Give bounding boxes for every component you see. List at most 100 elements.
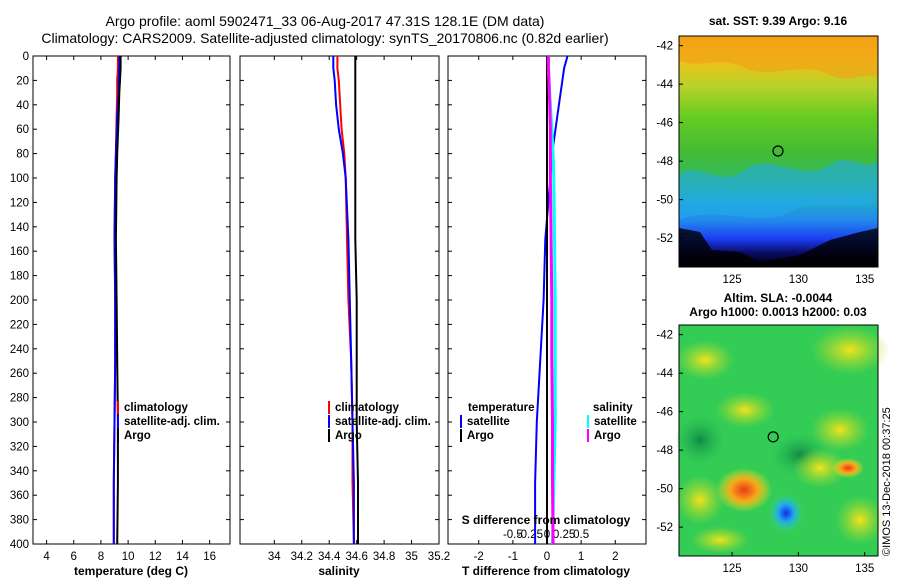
x-tick-label: 4 bbox=[43, 551, 50, 563]
map-y-tick-label: -50 bbox=[656, 195, 673, 207]
x-tick-label: 8 bbox=[98, 551, 104, 563]
s-tick-label: 0.5 bbox=[573, 529, 589, 541]
map-y-tick-label: -46 bbox=[656, 407, 673, 419]
legend-label-argo: Argo bbox=[124, 430, 151, 442]
sla-blob bbox=[810, 325, 890, 375]
salinity-panel: 34 34.2 34.4 34.6 34.8 35 35.2 bbox=[239, 55, 450, 563]
s-tick-label: 0.25 bbox=[553, 529, 575, 541]
sla-argo-marker bbox=[767, 431, 779, 443]
legend-label-t-argo: Argo bbox=[467, 430, 494, 442]
x-tick-label: 35.2 bbox=[428, 551, 450, 563]
legend-label-satellite: satellite-adj. clim. bbox=[335, 416, 431, 428]
x-tick-label: 0 bbox=[544, 551, 550, 563]
series-line-satellite-adj-clim- bbox=[112, 56, 121, 544]
sla-y-axis: -42 -44 -46 -48 -50 -52 bbox=[656, 330, 683, 534]
sla-blob bbox=[675, 340, 735, 380]
legend-title-salinity: salinity bbox=[593, 402, 633, 414]
x-tick-label: -1 bbox=[508, 551, 518, 563]
legend-label-s-satellite: satellite bbox=[594, 416, 637, 428]
salinity-xlabel: salinity bbox=[318, 564, 360, 578]
x-tick-label: 10 bbox=[122, 551, 135, 563]
legend-title-temperature: temperature bbox=[468, 402, 534, 414]
salinity-legend: climatology satellite-adj. clim. Argo bbox=[328, 401, 431, 442]
sla-map-title-1: Altim. SLA: -0.0044 bbox=[724, 291, 833, 305]
sla-high bbox=[716, 468, 772, 512]
legend-label-argo: Argo bbox=[335, 430, 362, 442]
title-line-1: Argo profile: aoml 5902471_33 06-Aug-201… bbox=[106, 13, 545, 29]
sst-cold-region bbox=[679, 228, 878, 267]
x-tick-label: 2 bbox=[612, 551, 618, 563]
sla-x-axis: 125 130 135 bbox=[722, 552, 874, 575]
map-x-tick-label: 130 bbox=[789, 563, 808, 575]
series-line-satellite-adj-clim- bbox=[332, 56, 355, 544]
sst-warm-band bbox=[679, 36, 878, 79]
depth-tick-label: 280 bbox=[10, 393, 29, 405]
map-x-tick-label: 125 bbox=[722, 274, 741, 286]
s-difference-label: S difference from climatology bbox=[462, 513, 631, 527]
title-line-2: Climatology: CARS2009. Satellite-adjuste… bbox=[41, 30, 608, 46]
depth-tick-label: 340 bbox=[10, 466, 29, 478]
depth-axis-labels: 0 20 40 60 80 100 120 140 160 180 200 220 240 260 280 3… bbox=[10, 51, 29, 551]
x-tick-label: 12 bbox=[149, 551, 162, 563]
depth-tick-label: 60 bbox=[16, 124, 29, 136]
depth-tick-label: 180 bbox=[10, 271, 29, 283]
x-tick-label: 34 bbox=[268, 551, 281, 563]
map-y-tick-label: -48 bbox=[656, 445, 673, 457]
legend-label-t-satellite: satellite bbox=[467, 416, 510, 428]
sst-argo-marker bbox=[772, 145, 784, 157]
depth-tick-label: 140 bbox=[10, 222, 29, 234]
x-tick-label: 6 bbox=[71, 551, 77, 563]
sla-blob bbox=[810, 408, 870, 452]
imos-credit: ©IMOS 13-Dec-2018 00:37:25 bbox=[881, 407, 893, 556]
x-tick-label: 16 bbox=[203, 551, 216, 563]
s-tick-label: -0.5 bbox=[503, 529, 523, 541]
temperature-xlabel: temperature (deg C) bbox=[74, 564, 188, 578]
series-line-s-argo bbox=[546, 56, 555, 545]
depth-tick-label: 0 bbox=[23, 51, 29, 63]
sla-map: Altim. SLA: -0.0044 Argo h1000: 0.0013 h… bbox=[656, 291, 890, 575]
sla-blob bbox=[835, 495, 885, 545]
sst-map: sat. SST: 9.39 Argo: 9.16 -42 -44 -46 -48 -5… bbox=[656, 14, 879, 286]
map-y-tick-label: -48 bbox=[656, 156, 673, 168]
depth-tick-label: 20 bbox=[16, 75, 29, 87]
depth-tick-label: 120 bbox=[10, 197, 29, 209]
map-y-tick-label: -50 bbox=[656, 484, 673, 496]
difference-legend: temperature satellite Argo salinity sate… bbox=[460, 402, 637, 527]
sla-blob bbox=[832, 458, 864, 478]
depth-tick-label: 220 bbox=[10, 319, 29, 331]
map-x-tick-label: 125 bbox=[722, 563, 741, 575]
x-tick-label: -2 bbox=[474, 551, 484, 563]
map-x-tick-label: 135 bbox=[855, 563, 874, 575]
depth-tick-label: 300 bbox=[10, 417, 29, 429]
map-y-tick-label: -42 bbox=[656, 41, 673, 53]
x-tick-label: 34.6 bbox=[345, 551, 367, 563]
map-y-tick-label: -44 bbox=[656, 79, 673, 91]
series-line-argo bbox=[354, 56, 359, 544]
depth-tick-label: 260 bbox=[10, 368, 29, 380]
legend-label-climatology: climatology bbox=[124, 402, 189, 414]
x-tick-label: 14 bbox=[176, 551, 189, 563]
depth-tick-label: 380 bbox=[10, 515, 29, 527]
x-tick-label: 34.8 bbox=[373, 551, 395, 563]
x-tick-label: 35 bbox=[405, 551, 418, 563]
map-x-tick-label: 135 bbox=[855, 274, 874, 286]
map-y-tick-label: -46 bbox=[656, 118, 673, 130]
sla-map-title-2: Argo h1000: 0.0013 h2000: 0.03 bbox=[689, 305, 867, 319]
legend-label-satellite: satellite-adj. clim. bbox=[124, 416, 220, 428]
depth-tick-label: 200 bbox=[10, 295, 29, 307]
depth-tick-label: 160 bbox=[10, 246, 29, 258]
sla-frame bbox=[678, 324, 879, 557]
sla-blob bbox=[690, 526, 750, 554]
legend-label-s-argo: Argo bbox=[594, 430, 621, 442]
map-y-tick-label: -52 bbox=[656, 522, 673, 534]
depth-tick-label: 40 bbox=[16, 100, 29, 112]
plot-frame bbox=[32, 55, 231, 545]
sla-blob bbox=[715, 392, 775, 428]
legend-label-climatology: climatology bbox=[335, 402, 400, 414]
depth-tick-label: 240 bbox=[10, 344, 29, 356]
sla-blob bbox=[792, 448, 848, 488]
sla-blob bbox=[675, 415, 725, 465]
depth-tick-label: 80 bbox=[16, 149, 29, 161]
map-x-tick-label: 130 bbox=[789, 274, 808, 286]
depth-tick-label: 100 bbox=[10, 173, 29, 185]
